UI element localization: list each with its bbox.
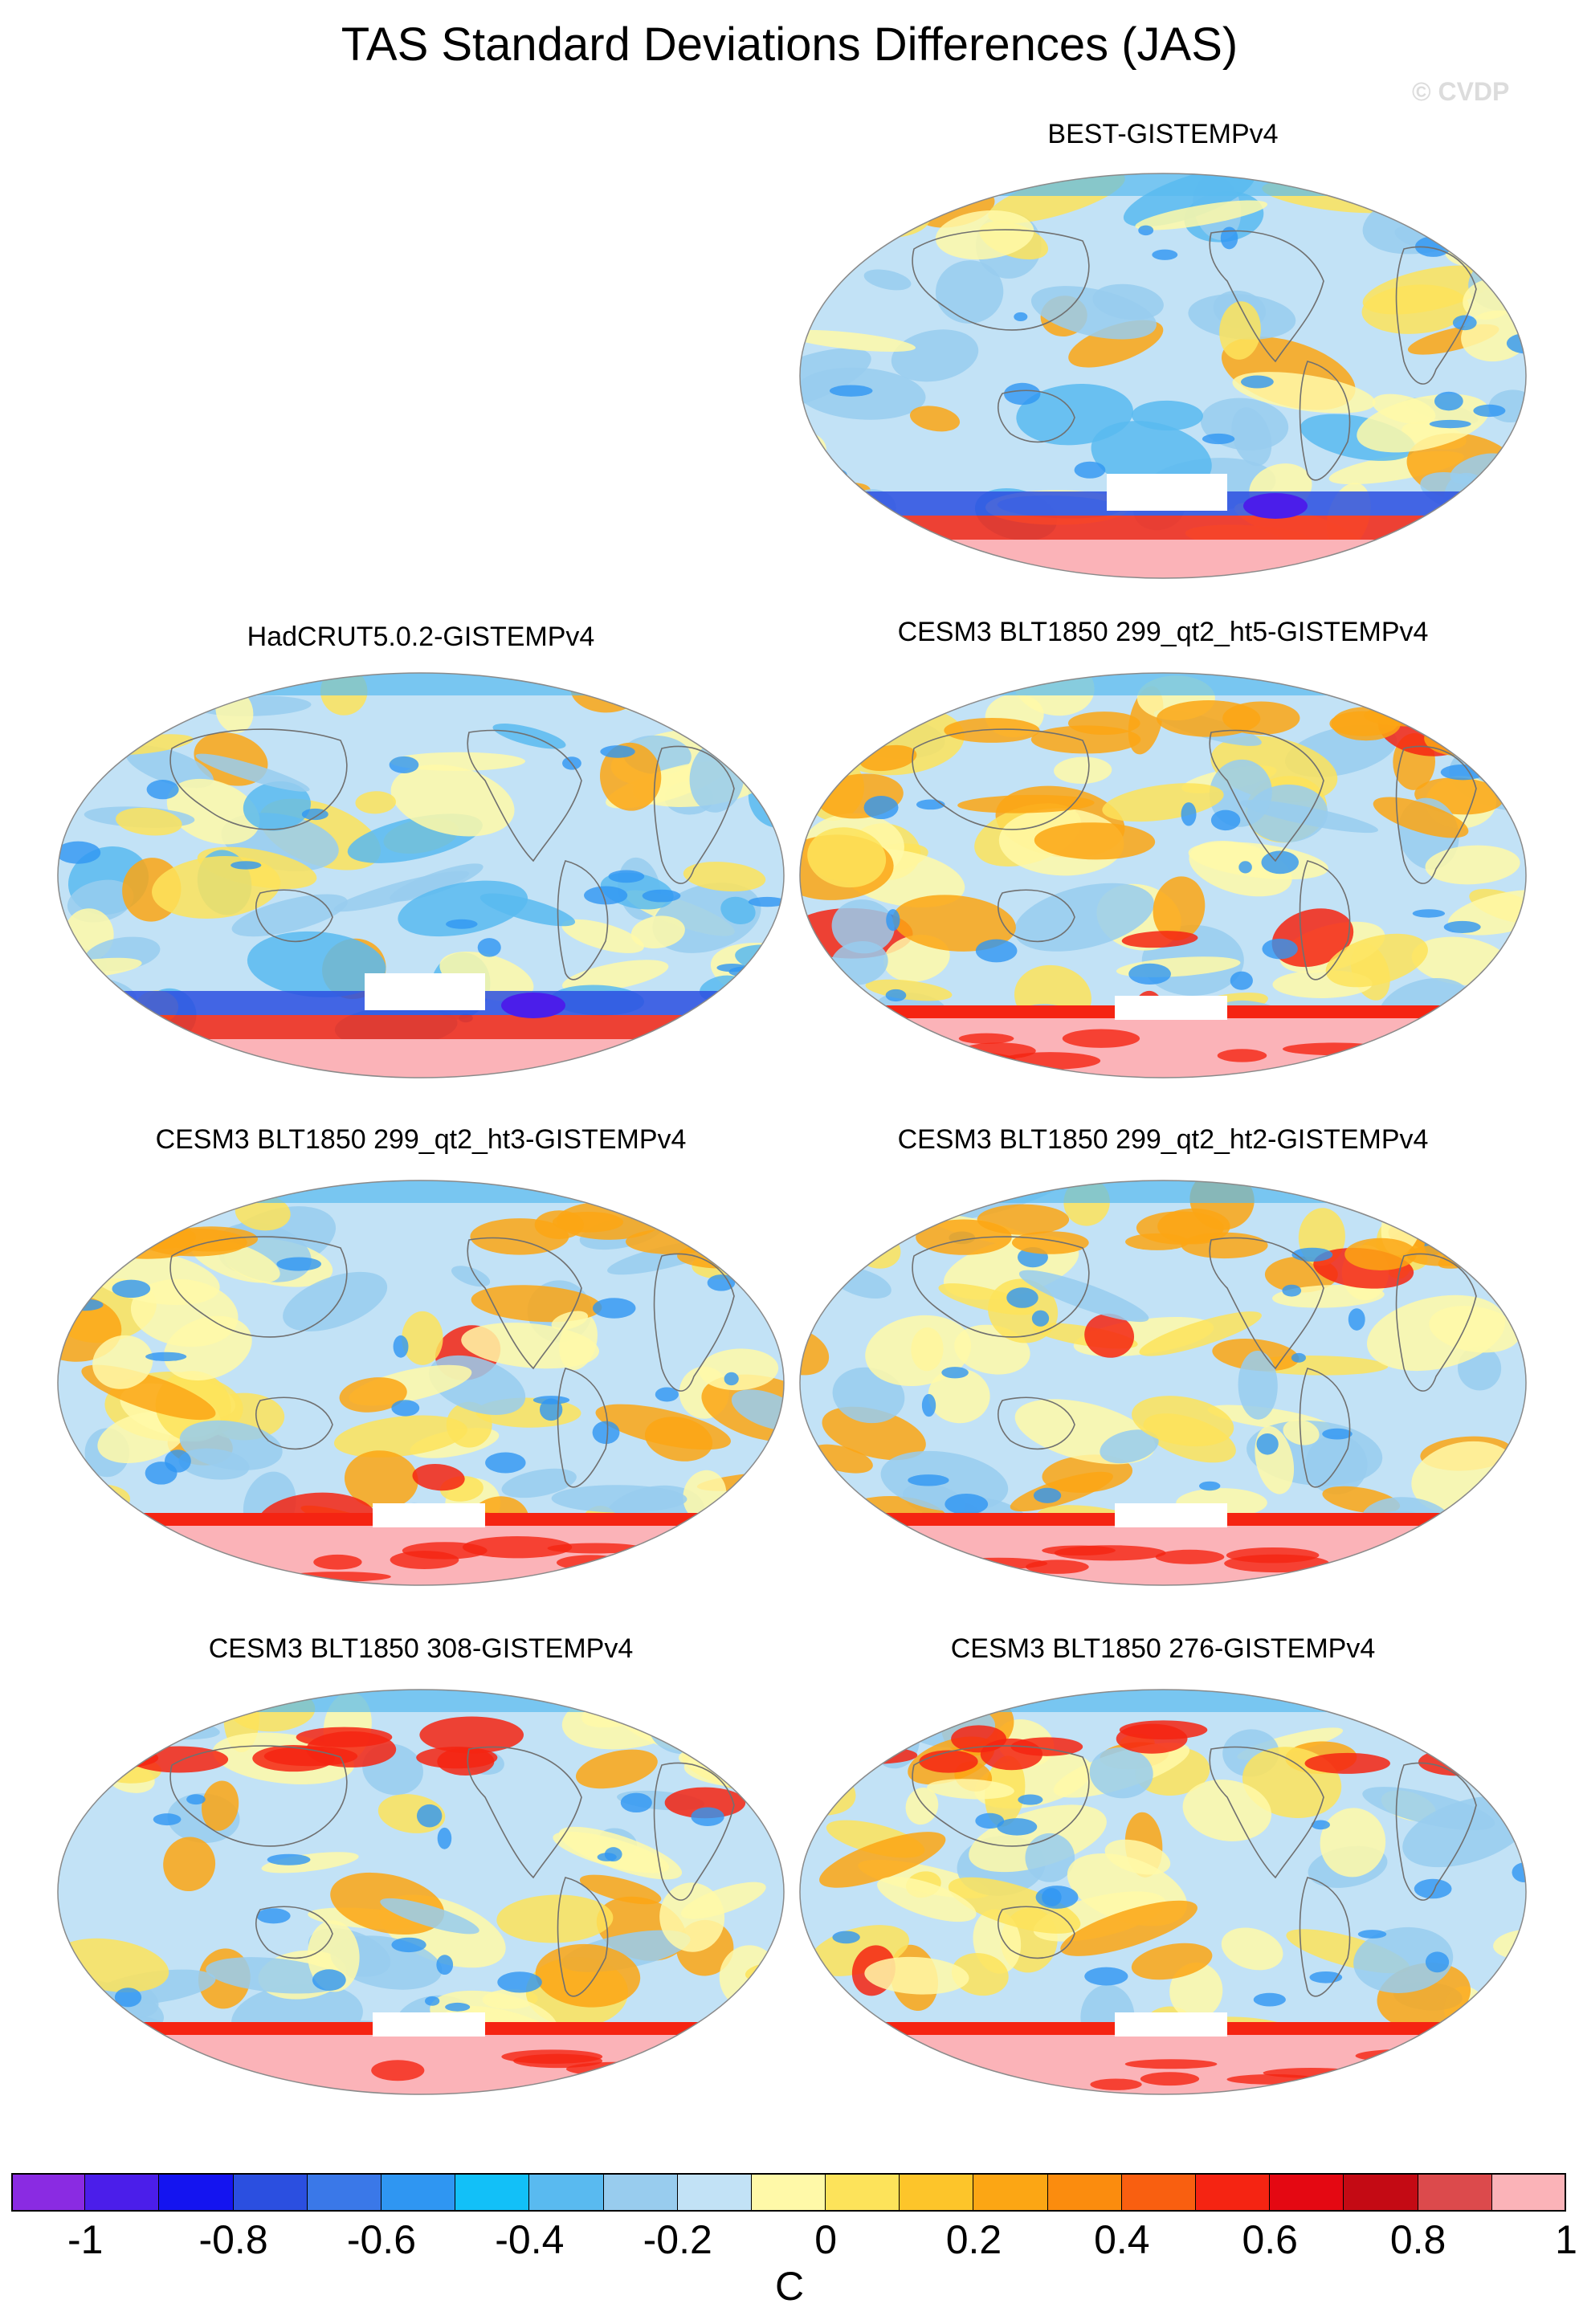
colorbar-tick-label: -1 [67, 2217, 104, 2262]
map-cesm3-ht2 [799, 1180, 1527, 1586]
colorbar-swatch [1121, 2173, 1197, 2212]
panel-cesm3-ht3: CESM3 BLT1850 299_qt2_ht3-GISTEMPv4 [51, 1121, 790, 1603]
panel-title: HadCRUT5.0.2-GISTEMPv4 [247, 622, 595, 652]
colorbar-swatch [233, 2173, 308, 2212]
colorbar-swatch [1196, 2173, 1271, 2212]
colorbar-tick-label: -0.6 [346, 2217, 417, 2262]
colorbar-tick-label: 0 [814, 2217, 837, 2262]
colorbar-swatch [159, 2173, 234, 2212]
colorbar-swatch [603, 2173, 678, 2212]
colorbar-swatch [381, 2173, 456, 2212]
colorbar-swatch [826, 2173, 900, 2212]
colorbar-tick-label: -0.2 [643, 2217, 712, 2262]
panel-best-gistemp: BEST-GISTEMPv4 [794, 111, 1532, 593]
colorbar-swatch [307, 2173, 381, 2212]
panel-title: CESM3 BLT1850 308-GISTEMPv4 [208, 1633, 634, 1664]
panel-title: CESM3 BLT1850 299_qt2_ht3-GISTEMPv4 [155, 1124, 687, 1155]
map-cesm3-276 [799, 1689, 1527, 2095]
colorbar-tick-label: 0.8 [1389, 2217, 1446, 2262]
colorbar-swatch [1270, 2173, 1344, 2212]
colorbar-tick-label: 0.6 [1242, 2217, 1298, 2262]
panel-cesm3-ht2: CESM3 BLT1850 299_qt2_ht2-GISTEMPv4 [794, 1121, 1532, 1603]
colorbar-swatch [973, 2173, 1048, 2212]
colorbar-swatch [751, 2173, 826, 2212]
colorbar-swatch [1344, 2173, 1418, 2212]
colorbar-swatch [1491, 2173, 1566, 2212]
colorbar-tick-label: 1 [1555, 2217, 1577, 2262]
panel-cesm3-308: CESM3 BLT1850 308-GISTEMPv4 [51, 1630, 790, 2112]
map-cesm3-ht3 [57, 1180, 785, 1586]
colorbar-swatch [529, 2173, 604, 2212]
figure-title: TAS Standard Deviations Differences (JAS… [341, 18, 1238, 71]
panel-cesm3-ht5: CESM3 BLT1850 299_qt2_ht5-GISTEMPv4 [794, 614, 1532, 1095]
colorbar-tick-label: -0.4 [495, 2217, 565, 2262]
colorbar-swatch [1047, 2173, 1122, 2212]
panel-cesm3-276: CESM3 BLT1850 276-GISTEMPv4 [794, 1630, 1532, 2112]
map-hadcrut-gistemp [57, 672, 785, 1078]
map-cesm3-ht5 [799, 672, 1527, 1078]
colorbar-tick-label: 0.2 [945, 2217, 1002, 2262]
panel-title: CESM3 BLT1850 299_qt2_ht2-GISTEMPv4 [897, 1124, 1429, 1155]
panel-title: CESM3 BLT1850 299_qt2_ht5-GISTEMPv4 [897, 617, 1429, 647]
colorbar-swatch [455, 2173, 530, 2212]
colorbar-units: C [774, 2264, 805, 2309]
map-cesm3-308 [57, 1689, 785, 2095]
colorbar-swatch [11, 2173, 86, 2212]
colorbar-tick-label: -0.8 [198, 2217, 268, 2262]
colorbar-swatch [1418, 2173, 1492, 2212]
panel-title: BEST-GISTEMPv4 [1047, 119, 1279, 149]
colorbar-swatch [85, 2173, 160, 2212]
colorbar [11, 2173, 1566, 2212]
colorbar-tick-label: 0.4 [1094, 2217, 1150, 2262]
panel-title: CESM3 BLT1850 276-GISTEMPv4 [950, 1633, 1376, 1664]
colorbar-swatch [677, 2173, 752, 2212]
cvdp-watermark: © CVDP [1412, 77, 1510, 106]
colorbar-swatch [900, 2173, 974, 2212]
panel-hadcrut-gistemp: HadCRUT5.0.2-GISTEMPv4 [51, 618, 790, 1100]
map-best-gistemp [799, 173, 1527, 579]
